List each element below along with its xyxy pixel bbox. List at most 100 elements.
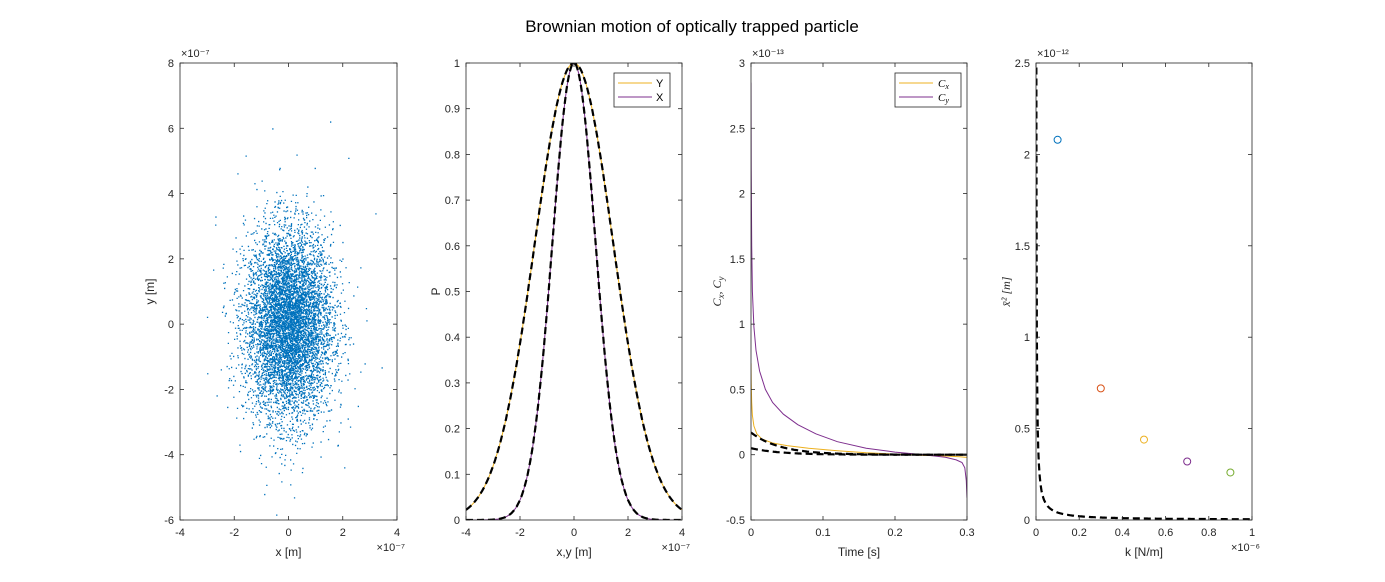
x-tick-label: 0.8 [1201,527,1216,539]
y-tick-label: 8 [168,58,174,70]
x-tick-label: 0.6 [1158,527,1173,539]
y-tick-label: 0.1 [445,469,460,481]
y-tick-label: -0.5 [726,515,745,527]
legend-label: X [656,92,664,104]
x-tick-label: 4 [394,527,400,539]
x-tick-label: 2 [340,527,346,539]
y-tick-label: 2 [739,189,745,201]
x-tick-label: 0 [285,527,291,539]
y-tick-label: 0.4 [445,332,460,344]
x-tick-label: -4 [461,527,471,539]
fit-line-1 [751,431,967,456]
legend-label: Cx [938,78,949,91]
x-tick-label: 2 [625,527,631,539]
plot-area-4 [1036,63,1252,520]
axes-4: 0 0.2 0.4 0.6 0.8 1 0 0.5 1 1.5 2 2.5 ×10⁻⁶ ×10⁻¹² k [… [999,48,1260,559]
plot-area-2 [466,63,682,520]
y-axis-label: P [429,287,443,295]
y-axis-label: x̄² [m] [999,276,1013,307]
y-tick-label: -2 [164,384,174,396]
fit-line-1 [466,63,682,511]
data-point [1140,435,1148,444]
fit-line-2 [751,447,967,456]
y-tick-label: 0.5 [445,287,460,299]
y-tick-label: 0.8 [445,149,460,161]
legend-label: Cy [938,92,949,105]
y-tick-label: 2.5 [730,123,745,135]
y-tick-label: 2 [168,254,174,266]
y-axis-label: y [m] [143,279,157,305]
x-tick-label: -4 [175,527,185,539]
y-tick-label: 1 [739,319,745,331]
y-tick-label: 2.5 [1015,58,1030,70]
y-tick-label: 0.7 [445,195,460,207]
y-tick-label: 1 [1024,332,1030,344]
y-tick-label: 6 [168,123,174,135]
data-point [1183,457,1192,466]
x-tick-label: 0 [748,527,754,539]
y-tick-label: 0.6 [445,241,460,253]
y-tick-label: 3 [739,58,745,70]
x-exponent: ×10⁻⁷ [662,542,690,554]
y-exponent: ×10⁻⁷ [181,48,209,60]
data-point [1053,135,1062,144]
legend-box [894,72,962,108]
y-axis-label: Cx, Cy [710,276,726,306]
x-tick-label: -2 [229,527,239,539]
fit-line [1036,63,1252,520]
y-tick-label: 0 [739,450,745,462]
x-tick-label: 0.1 [815,527,830,539]
axes-box [750,62,968,521]
y-tick-label: 2 [1024,149,1030,161]
legend-label: Y [656,78,664,90]
plot-area-1 [206,121,383,516]
legend-box [613,72,671,108]
y-tick-label: 0.9 [445,104,460,116]
x-tick-label: 0.3 [959,527,974,539]
x-tick-label: 0.2 [887,527,902,539]
y-tick-label: 0.5 [730,384,745,396]
series-line-C_x [751,363,967,458]
y-tick-label: 0 [454,515,460,527]
y-tick-label: 0.5 [1015,424,1030,436]
data-point [1096,384,1105,393]
y-exponent: ×10⁻¹³ [752,48,784,60]
x-exponent: ×10⁻⁷ [377,542,405,554]
x-tick-label: 4 [679,527,685,539]
y-tick-label: 1.5 [730,254,745,266]
y-tick-label: -4 [164,450,174,462]
x-exponent: ×10⁻⁶ [1231,542,1260,554]
y-tick-label: 0.3 [445,378,460,390]
axes-box [1035,62,1253,521]
y-tick-label: 0 [168,319,174,331]
x-tick-label: -2 [515,527,525,539]
fit-line-2 [466,63,682,520]
axes-2: -4 -2 0 2 4 0 0.1 0.2 0.3 0.4 0.5 0.6 0.7 0.8 0.9 1 ×10⁻… [429,58,690,559]
x-tick-label: 0.4 [1115,527,1130,539]
legend: YX [613,72,671,108]
x-axis-label: x,y [m] [556,545,591,559]
y-tick-label: 1.5 [1015,241,1030,253]
y-tick-label: -6 [164,515,174,527]
y-tick-label: 1 [454,58,460,70]
plot-area-3 [751,82,967,498]
x-tick-label: 0 [571,527,577,539]
y-tick-label: 0.2 [445,424,460,436]
x-tick-label: 1 [1249,527,1255,539]
x-tick-label: 0 [1033,527,1039,539]
figure-title: Brownian motion of optically trapped par… [525,17,859,36]
scatter-points [206,121,383,516]
series-line-C_y [751,82,967,498]
x-axis-label: k [N/m] [1125,545,1163,559]
x-tick-label: 0.2 [1072,527,1087,539]
y-exponent: ×10⁻¹² [1037,48,1069,60]
x-axis-label: Time [s] [838,545,880,559]
data-point [1226,468,1235,477]
series-line-Y [466,63,682,511]
x-axis-label: x [m] [276,545,302,559]
